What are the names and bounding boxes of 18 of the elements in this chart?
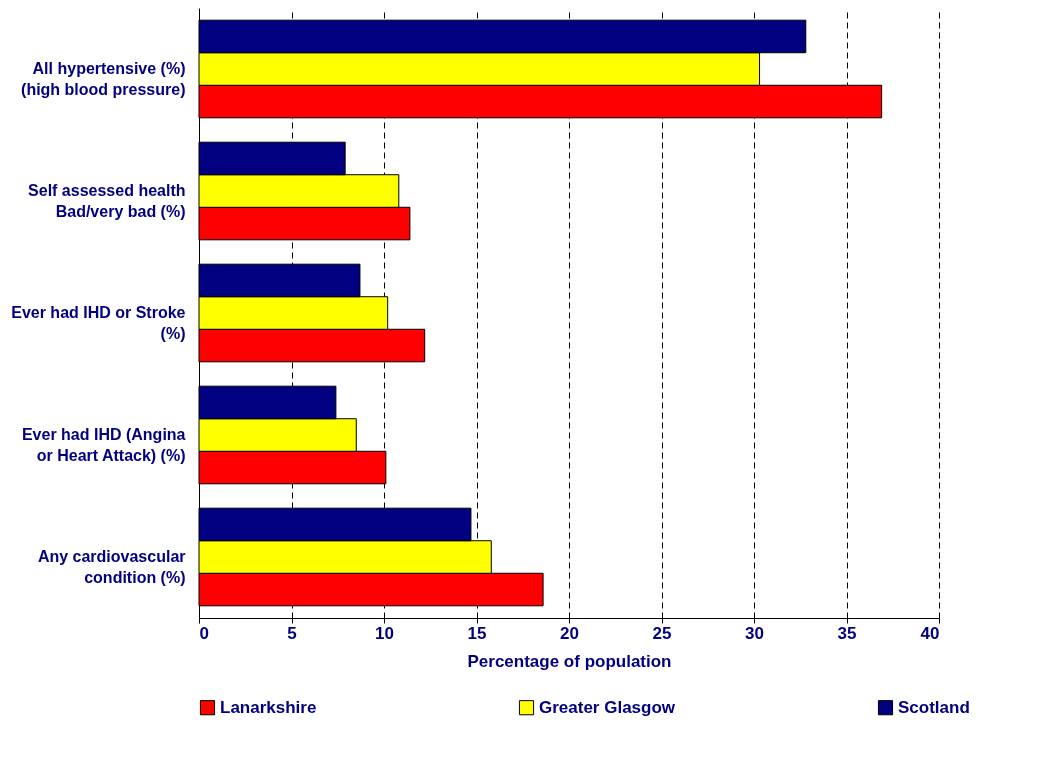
x-tick-label: 40 [920,623,940,643]
legend-label: Greater Glasgow [539,697,676,717]
y-tick-label: Ever had IHD or Stroke (%) [11,304,186,342]
x-tick-label: 35 [837,623,857,643]
legend-label: Scotland [898,697,970,717]
x-tick-label: 15 [467,623,487,643]
x-tick-label: 5 [287,623,297,643]
y-tick-label: Self assessed health Bad/very bad (%) [28,182,186,220]
x-axis-title: Percentage of population [467,651,672,671]
x-tick-label: 10 [375,623,394,643]
y-tick-label: Any cardiovascular condition (%) [37,548,186,586]
y-tick-label: All hypertensive (%) (high blood pressure) [21,60,186,98]
legend-label: Lanarkshire [220,697,317,717]
x-tick-label: 0 [199,623,209,643]
x-tick-label: 25 [652,623,672,643]
x-tick-label: 20 [560,623,579,643]
x-tick-label: 30 [745,623,764,643]
y-tick-label: Ever had IHD (Angina or Heart Attack) (%) [21,426,186,464]
